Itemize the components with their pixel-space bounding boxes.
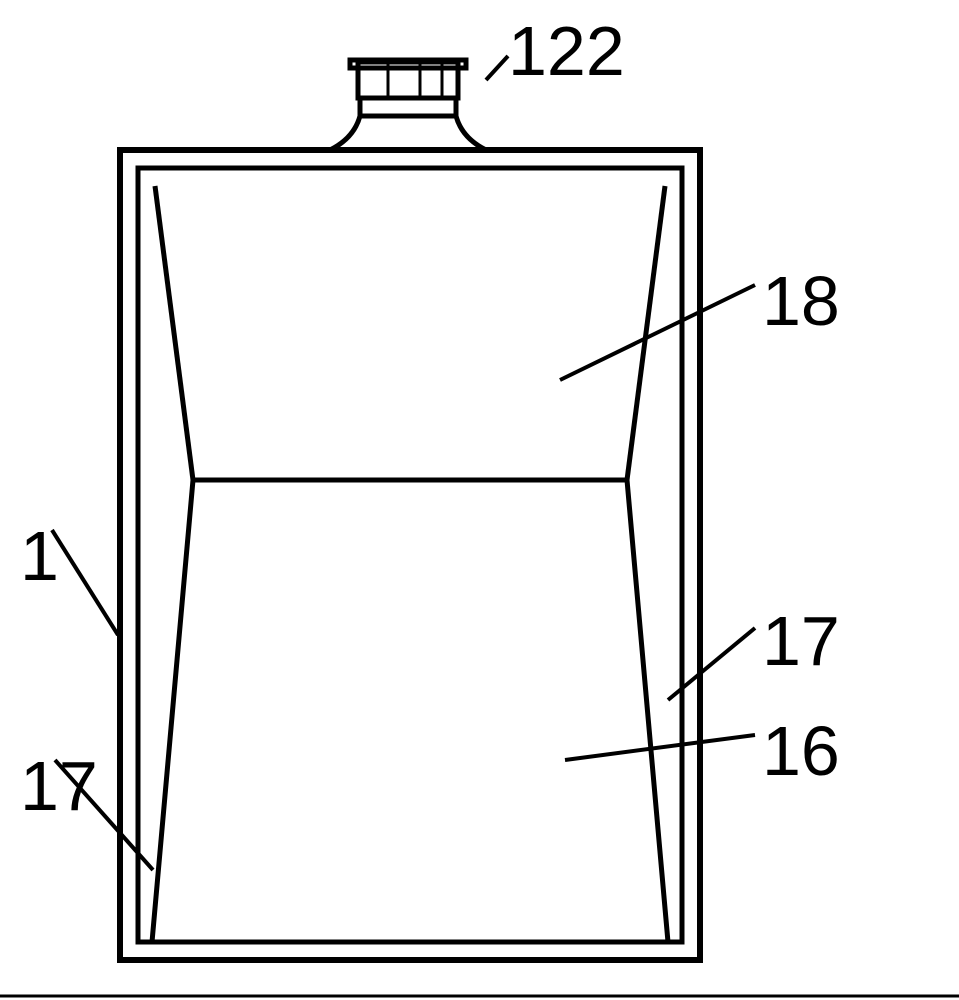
diagram-canvas: 122 18 1 17 16 17: [0, 0, 959, 1000]
outer-frame: [120, 150, 700, 960]
label-l122: 122: [508, 12, 625, 90]
leader-l16: [565, 735, 755, 760]
label-l17l: 17: [20, 747, 98, 825]
cap-neck: [360, 98, 456, 116]
leader-l18: [560, 285, 755, 380]
label-l17r: 17: [762, 602, 840, 680]
inner-frame: [138, 168, 682, 942]
label-l1: 1: [20, 517, 59, 595]
label-l18: 18: [762, 262, 840, 340]
lower-trapezoid: [152, 480, 668, 942]
cap-shoulder-left: [330, 116, 360, 150]
leader-l1: [52, 530, 118, 635]
cap-assembly: [330, 60, 486, 150]
cap-shoulder-right: [456, 116, 486, 150]
leader-l122: [486, 56, 508, 80]
label-l16: 16: [762, 712, 840, 790]
funnel-line-left: [155, 186, 193, 480]
